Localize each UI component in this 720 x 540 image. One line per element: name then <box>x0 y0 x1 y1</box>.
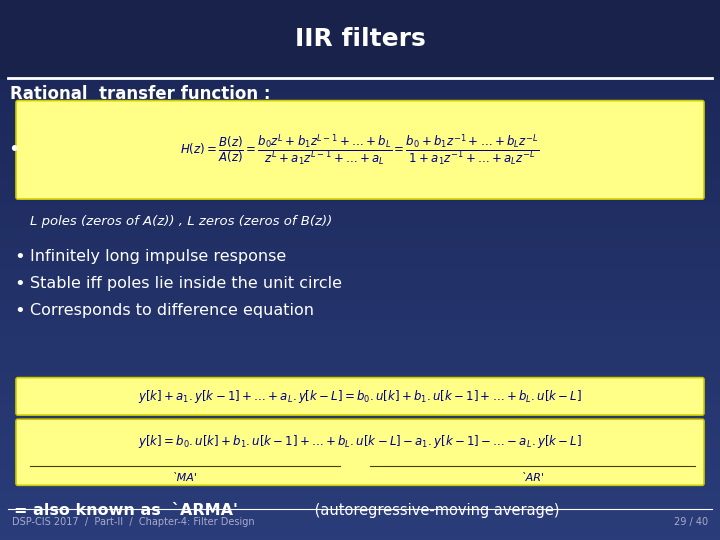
FancyBboxPatch shape <box>16 419 704 485</box>
Text: `MA': `MA' <box>172 473 198 483</box>
Text: (autoregressive-moving average): (autoregressive-moving average) <box>310 503 559 518</box>
Text: •: • <box>14 247 24 266</box>
Text: L poles (zeros of A(z)) , L zeros (zeros of B(z)): L poles (zeros of A(z)) , L zeros (zeros… <box>30 215 332 228</box>
Text: 29 / 40: 29 / 40 <box>674 517 708 527</box>
Bar <box>0 0 720 78</box>
Text: IIR filters: IIR filters <box>294 27 426 51</box>
Text: $y[k]=b_0.u[k]+b_1.u[k-1]+\ldots+b_L.u[k-L]-a_1.y[k-1]-\ldots-a_L.y[k-L]$: $y[k]=b_0.u[k]+b_1.u[k-1]+\ldots+b_L.u[k… <box>138 433 582 450</box>
Text: Infinitely long impulse response: Infinitely long impulse response <box>30 249 287 264</box>
Text: $y[k]+a_1.y[k-1]+\ldots+a_L.y[k-L]=b_0.u[k]+b_1.u[k-1]+\ldots+b_L.u[k-L]$: $y[k]+a_1.y[k-1]+\ldots+a_L.y[k-L]=b_0.u… <box>138 388 582 405</box>
Text: Stable iff poles lie inside the unit circle: Stable iff poles lie inside the unit cir… <box>30 276 342 291</box>
Text: •: • <box>14 274 24 293</box>
Text: = also known as  `ARMA': = also known as `ARMA' <box>14 503 238 518</box>
Text: •: • <box>14 301 24 320</box>
Text: Rational  transfer function :: Rational transfer function : <box>10 85 271 103</box>
Text: Corresponds to difference equation: Corresponds to difference equation <box>30 303 314 318</box>
Text: `AR': `AR' <box>521 473 544 483</box>
Text: DSP-CIS 2017  /  Part-II  /  Chapter-4: Filter Design: DSP-CIS 2017 / Part-II / Chapter-4: Filt… <box>12 517 255 527</box>
FancyBboxPatch shape <box>16 100 704 199</box>
Text: •: • <box>8 140 19 159</box>
Text: $H(z)=\dfrac{B(z)}{A(z)}=\dfrac{b_0z^L+b_1z^{L-1}+\ldots+b_L}{z^L+a_1z^{L-1}+\ld: $H(z)=\dfrac{B(z)}{A(z)}=\dfrac{b_0z^L+b… <box>181 132 539 168</box>
FancyBboxPatch shape <box>16 377 704 415</box>
